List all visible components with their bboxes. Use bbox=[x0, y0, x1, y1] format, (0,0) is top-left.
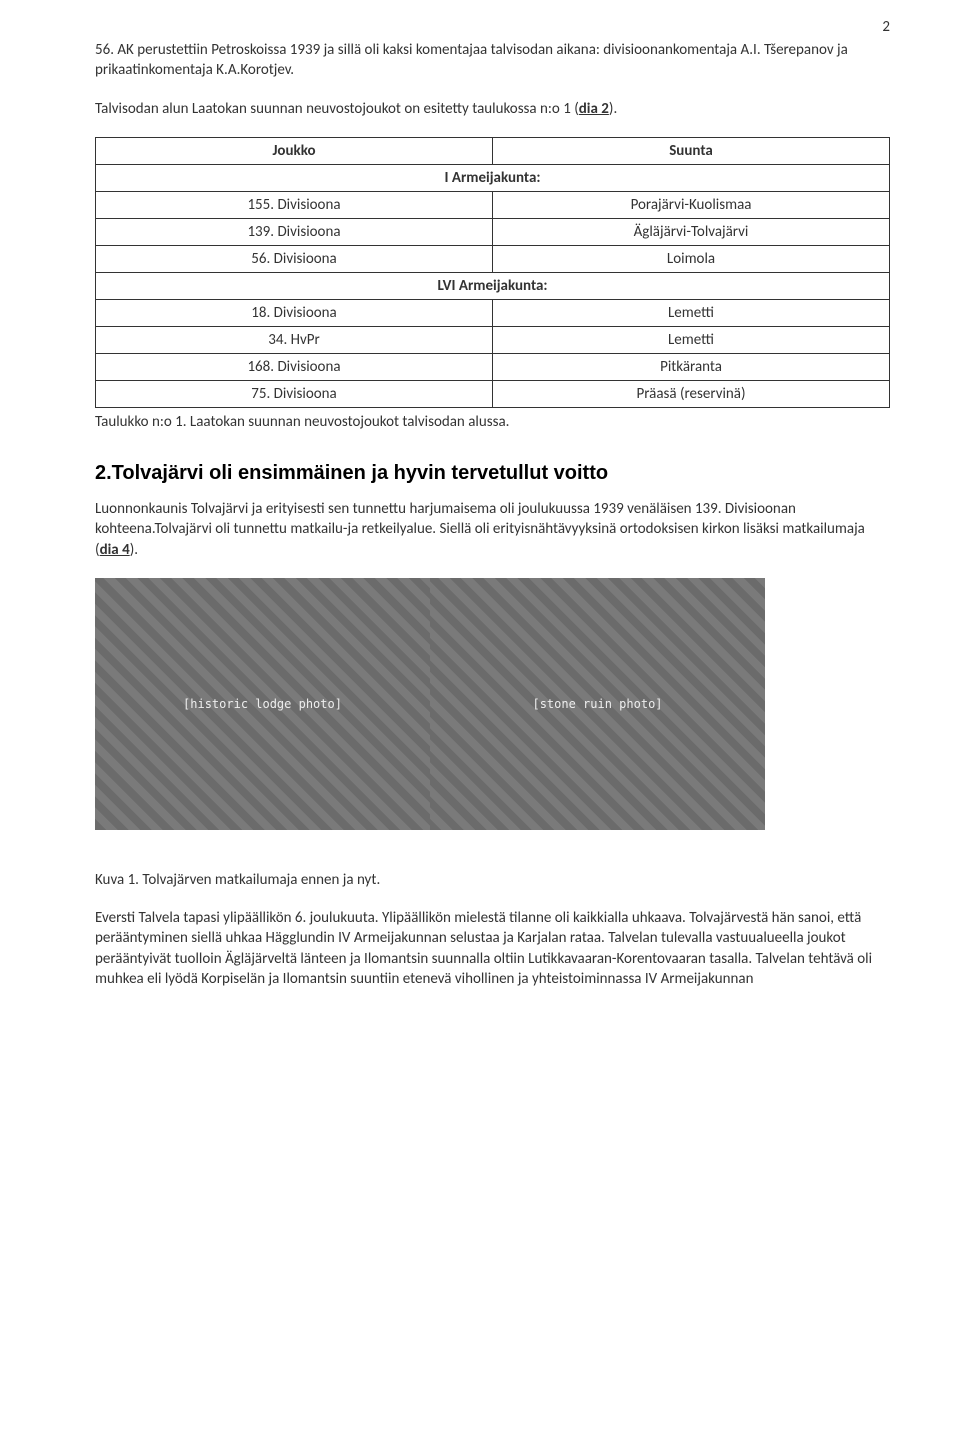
cell-unit: 168. Divisioona bbox=[96, 353, 493, 380]
cell-unit: 56. Divisioona bbox=[96, 245, 493, 272]
table-header-right: Suunta bbox=[493, 137, 890, 164]
section2-para-link[interactable]: dia 4 bbox=[100, 541, 130, 559]
intro-para2-pre: Talvisodan alun Laatokan suunnan neuvost… bbox=[95, 100, 579, 118]
closing-paragraph: Eversti Talvela tapasi ylipäällikön 6. j… bbox=[95, 908, 890, 989]
cell-dir: Pitkäranta bbox=[493, 353, 890, 380]
table-row: 34. HvPr Lemetti bbox=[96, 326, 890, 353]
table-section-2: LVI Armeijakunta: bbox=[96, 272, 890, 299]
section-2-paragraph: Luonnonkaunis Tolvajärvi ja erityisesti … bbox=[95, 499, 890, 560]
image-row: [historic lodge photo] [stone ruin photo… bbox=[95, 578, 890, 830]
table-row: 168. Divisioona Pitkäranta bbox=[96, 353, 890, 380]
table-header-left: Joukko bbox=[96, 137, 493, 164]
table-caption: Taulukko n:o 1. Laatokan suunnan neuvost… bbox=[95, 412, 890, 432]
table-header-row: Joukko Suunta bbox=[96, 137, 890, 164]
table-row: 18. Divisioona Lemetti bbox=[96, 299, 890, 326]
cell-dir: Ägläjärvi-Tolvajärvi bbox=[493, 218, 890, 245]
cell-unit: 75. Divisioona bbox=[96, 380, 493, 407]
cell-unit: 18. Divisioona bbox=[96, 299, 493, 326]
table-row: 75. Divisioona Präasä (reservinä) bbox=[96, 380, 890, 407]
document-page: 2 56. AK perustettiin Petroskoissa 1939 … bbox=[0, 0, 960, 1047]
cell-unit: 139. Divisioona bbox=[96, 218, 493, 245]
troop-table: Joukko Suunta I Armeijakunta: 155. Divis… bbox=[95, 137, 890, 408]
cell-dir: Porajärvi-Kuolismaa bbox=[493, 191, 890, 218]
table-row: 155. Divisioona Porajärvi-Kuolismaa bbox=[96, 191, 890, 218]
cell-dir: Lemetti bbox=[493, 326, 890, 353]
section2-para-post: ). bbox=[130, 541, 138, 559]
image-left: [historic lodge photo] bbox=[95, 578, 430, 830]
intro-paragraph-2: Talvisodan alun Laatokan suunnan neuvost… bbox=[95, 99, 890, 119]
intro-para2-link[interactable]: dia 2 bbox=[579, 100, 609, 118]
cell-dir: Loimola bbox=[493, 245, 890, 272]
intro-para2-post: ). bbox=[609, 100, 617, 118]
image-caption: Kuva 1. Tolvajärven matkailumaja ennen j… bbox=[95, 870, 890, 890]
cell-dir: Lemetti bbox=[493, 299, 890, 326]
table-row: 139. Divisioona Ägläjärvi-Tolvajärvi bbox=[96, 218, 890, 245]
table-section-1: I Armeijakunta: bbox=[96, 164, 890, 191]
image-right: [stone ruin photo] bbox=[430, 578, 765, 830]
section2-para-pre: Luonnonkaunis Tolvajärvi ja erityisesti … bbox=[95, 500, 865, 559]
cell-unit: 34. HvPr bbox=[96, 326, 493, 353]
cell-dir: Präasä (reservinä) bbox=[493, 380, 890, 407]
page-number: 2 bbox=[882, 18, 890, 36]
cell-unit: 155. Divisioona bbox=[96, 191, 493, 218]
section-2-heading: 2.Tolvajärvi oli ensimmäinen ja hyvin te… bbox=[95, 462, 890, 485]
intro-paragraph-1: 56. AK perustettiin Petroskoissa 1939 ja… bbox=[95, 40, 890, 81]
table-row: 56. Divisioona Loimola bbox=[96, 245, 890, 272]
table-section-row: I Armeijakunta: bbox=[96, 164, 890, 191]
table-section-row: LVI Armeijakunta: bbox=[96, 272, 890, 299]
